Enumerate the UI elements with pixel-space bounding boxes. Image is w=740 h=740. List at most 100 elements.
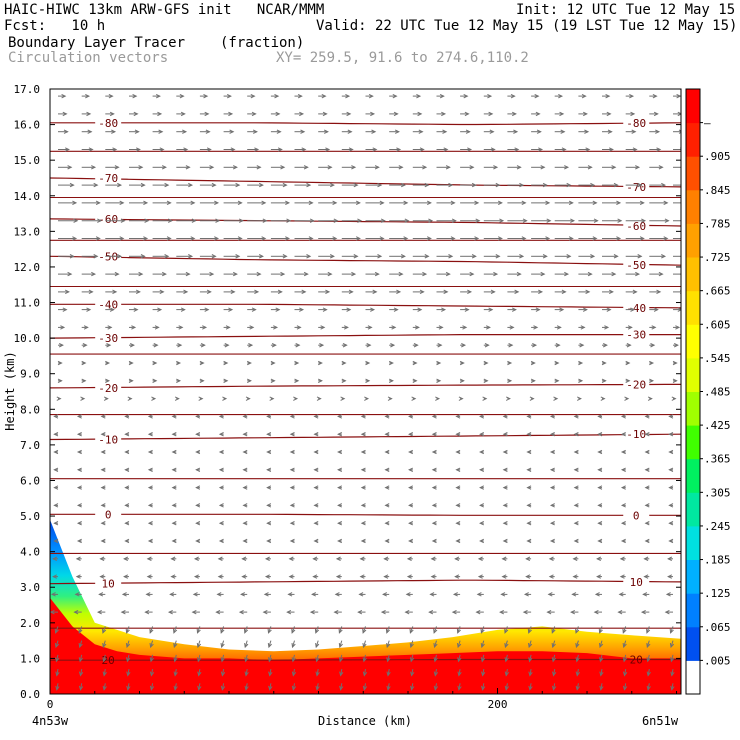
circulation-vector	[504, 626, 509, 634]
vector-head	[287, 592, 293, 597]
circulation-vector	[625, 343, 632, 348]
circulation-vector	[246, 378, 252, 384]
valid-time: Valid: 22 UTC Tue 12 May 15 (19 LST Tue …	[316, 18, 738, 34]
vector-head	[286, 218, 292, 223]
vector-head	[622, 643, 627, 649]
circulation-vector	[457, 654, 462, 663]
circulation-vector	[530, 378, 536, 384]
vector-head	[573, 467, 579, 472]
vector-head	[238, 609, 244, 615]
circulation-vector	[76, 414, 82, 419]
contour-label-bg	[95, 212, 122, 225]
circulation-vector	[408, 467, 414, 472]
circulation-vector	[483, 271, 499, 277]
circulation-vector	[602, 289, 614, 295]
circulation-vector	[410, 669, 415, 677]
contour-label: 0	[105, 508, 112, 521]
circulation-vector	[531, 200, 551, 206]
circulation-vector	[362, 669, 368, 677]
vector-head	[620, 449, 626, 455]
y-tick-label: 14.0	[14, 190, 41, 203]
vector-head	[53, 449, 59, 455]
vector-head	[530, 360, 536, 366]
vector-head	[264, 574, 270, 579]
circulation-vector	[620, 538, 626, 544]
circulation-vector	[195, 503, 201, 508]
circulation-vector	[176, 360, 182, 366]
circulation-vector	[100, 520, 106, 526]
vector-head	[457, 643, 462, 649]
vector-head	[126, 657, 131, 663]
vector-head	[502, 520, 508, 526]
vector-head	[249, 325, 255, 330]
vector-head	[346, 111, 352, 117]
circulation-vector	[129, 165, 144, 170]
vector-head	[526, 485, 532, 490]
vector-head	[406, 574, 412, 579]
circulation-vector	[58, 129, 69, 134]
colorbar-swatch	[686, 122, 700, 157]
contour-label: 20	[630, 653, 643, 666]
circulation-vector	[412, 236, 432, 241]
circulation-vector	[430, 574, 437, 579]
vector-head	[335, 556, 341, 561]
circulation-vector	[171, 467, 177, 472]
vector-head	[50, 609, 55, 615]
vector-head	[400, 182, 406, 188]
circulation-vector	[334, 592, 342, 597]
vector-head	[646, 643, 651, 649]
vector-head	[455, 414, 461, 419]
vector-head	[313, 503, 319, 508]
vector-head	[455, 432, 461, 437]
temperature-contour-line	[50, 122, 681, 126]
vector-head	[135, 289, 141, 295]
vector-head	[540, 271, 546, 277]
y-tick-label: 1.0	[20, 652, 40, 665]
circulation-vector	[76, 503, 82, 508]
circulation-vector	[244, 640, 249, 649]
colorbar-swatch	[686, 425, 700, 460]
vector-head	[195, 449, 201, 455]
vector-head	[72, 236, 78, 241]
vector-head	[154, 325, 160, 330]
vector-head	[289, 414, 295, 419]
circulation-vector	[620, 520, 626, 526]
vector-head	[367, 325, 373, 330]
circulation-vector	[199, 343, 206, 348]
vector-head	[637, 182, 643, 188]
circulation-vector	[341, 147, 354, 152]
vector-head	[299, 307, 305, 312]
vector-head	[490, 289, 496, 295]
circulation-vector	[649, 200, 669, 206]
circulation-vector	[198, 396, 204, 401]
temperature-contour-line	[50, 579, 681, 585]
vector-head	[629, 93, 635, 99]
vector-head	[195, 538, 201, 544]
vector-head	[288, 556, 294, 561]
circulation-vector	[576, 396, 582, 401]
circulation-vector	[58, 343, 64, 348]
circulation-vector	[100, 538, 106, 544]
circulation-vector	[313, 467, 319, 472]
vector-head	[86, 111, 92, 117]
y-tick-label: 4.0	[20, 546, 40, 559]
circulation-vector	[362, 626, 367, 634]
circulation-vector	[242, 503, 248, 508]
vector-head	[487, 93, 493, 99]
circulation-vector	[412, 129, 424, 134]
circulation-vector	[602, 147, 614, 152]
vector-head	[362, 671, 368, 677]
vector-head	[632, 289, 638, 295]
circulation-vector	[365, 200, 385, 206]
vector-head	[620, 538, 626, 544]
temperature-contour-line	[50, 218, 681, 227]
vector-head	[81, 378, 87, 384]
circulation-vector	[360, 538, 366, 544]
vector-head	[109, 307, 115, 312]
contour-label: 10	[630, 576, 643, 589]
vector-head	[507, 378, 513, 384]
vector-head	[192, 592, 198, 597]
colorbar-swatch	[686, 156, 700, 191]
vector-head	[455, 503, 461, 508]
circulation-vector	[625, 182, 643, 188]
